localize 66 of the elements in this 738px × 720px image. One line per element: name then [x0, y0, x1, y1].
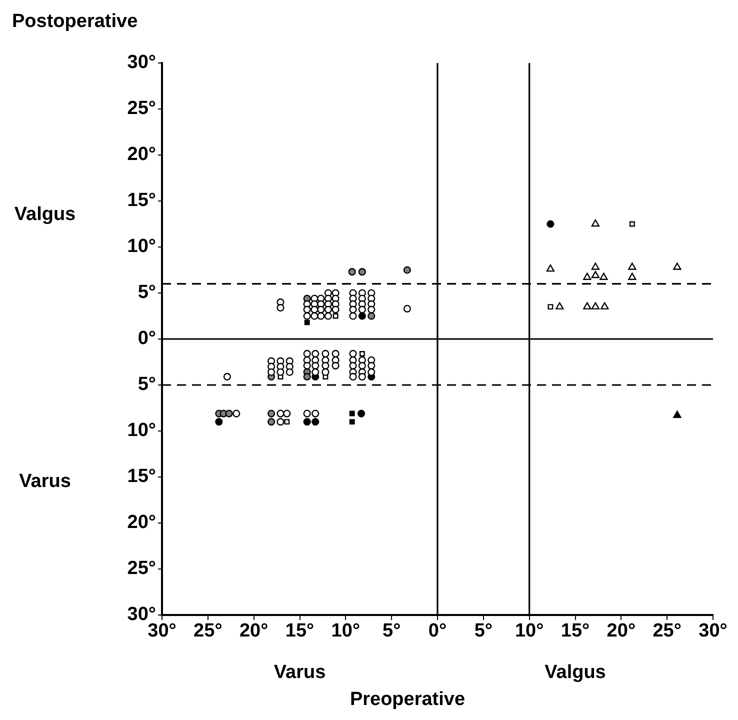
x-tick-label: 15°: [285, 620, 314, 642]
point: [546, 264, 555, 272]
point: [403, 266, 411, 274]
x-tick-label: 25°: [194, 620, 222, 642]
x-tick-label: 5°: [382, 620, 401, 642]
point: [349, 410, 355, 416]
point: [368, 312, 376, 320]
text: Varus: [19, 470, 71, 492]
point: [267, 410, 276, 418]
y-tick-label: 15°: [127, 466, 156, 488]
y-tick-label: 20°: [127, 512, 156, 534]
point: [546, 220, 554, 228]
text: Valgus: [544, 662, 606, 684]
y-tick-label: 10°: [127, 420, 156, 442]
x-tick-label: 10°: [514, 620, 544, 642]
point: [591, 270, 600, 278]
point: [673, 410, 682, 418]
x-axis-title: Preoperative: [350, 689, 466, 710]
point: [357, 410, 366, 418]
y-tick-label: 15°: [127, 190, 156, 212]
point: [583, 272, 592, 280]
point: [215, 418, 223, 426]
point: [600, 272, 608, 280]
y-tick-label: 0°: [138, 328, 156, 350]
point: [358, 312, 366, 320]
y-tick-label: 30°: [127, 52, 156, 74]
point: [600, 302, 609, 310]
point: [591, 262, 600, 270]
x-tick-label: 15°: [560, 620, 590, 642]
x-tick-label: 30°: [698, 620, 728, 642]
point: [673, 262, 682, 270]
y-tick-label: 20°: [127, 144, 156, 166]
y-axis-title: Postoperative: [12, 11, 138, 32]
y-tick-label: 25°: [127, 558, 156, 580]
text: Varus: [274, 662, 326, 684]
point: [225, 410, 233, 418]
point: [628, 262, 636, 270]
point: [303, 372, 311, 381]
x-tick-label: 25°: [652, 620, 682, 642]
y-tick-label: 5°: [138, 374, 156, 396]
point: [583, 302, 592, 310]
point: [629, 221, 635, 227]
point: [348, 268, 356, 276]
point: [358, 268, 366, 276]
x-tick-label: 20°: [606, 620, 636, 642]
point: [628, 272, 636, 280]
point: [556, 302, 564, 310]
y-tick-label: 25°: [127, 98, 156, 120]
point: [312, 418, 320, 426]
x-tick-label: 10°: [331, 620, 360, 642]
x-tick-label: 20°: [239, 620, 268, 642]
y-tick-label: 5°: [138, 282, 156, 304]
text: Valgus: [14, 204, 76, 226]
x-tick-label: 5°: [474, 620, 493, 642]
y-tick-label: 10°: [127, 236, 156, 258]
point: [591, 302, 600, 310]
point: [303, 418, 311, 426]
x-tick-label: 0°: [428, 620, 447, 642]
point: [349, 419, 355, 425]
point: [591, 219, 600, 227]
point: [359, 351, 365, 356]
point: [267, 418, 276, 426]
point: [304, 320, 310, 326]
point: [548, 304, 554, 310]
point: [284, 419, 290, 425]
point: [332, 313, 338, 319]
